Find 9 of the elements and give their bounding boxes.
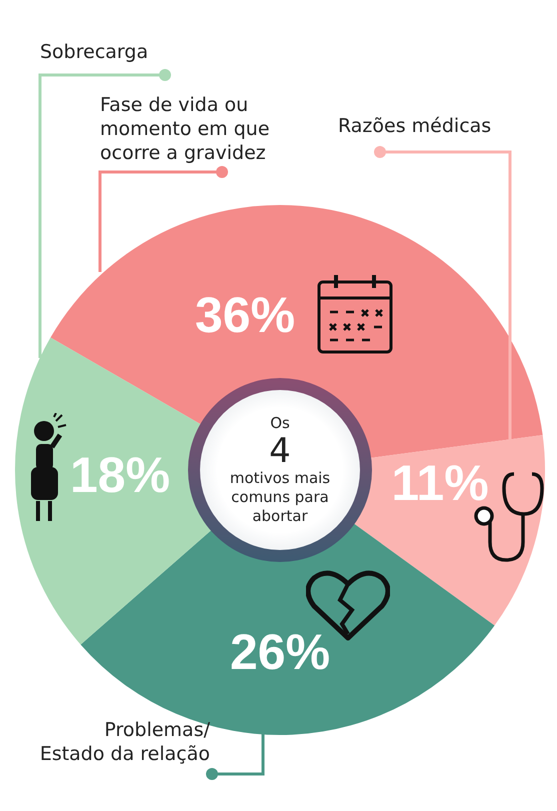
data-label: 11% [391,454,489,511]
data-label: 26% [230,624,330,680]
text: Os 4 motivos mais comuns para abortar [228,414,332,526]
data-label: 18% [70,446,170,503]
slice-label: Fase de vida ou momento em que ocorre a gravidez [100,93,271,165]
data-label: 36% [194,286,296,343]
slice-label: Razões médicas [338,114,492,138]
slice-label: Problemas/ Estado da relação [38,718,210,766]
slice-label: Sobrecarga [40,40,150,64]
